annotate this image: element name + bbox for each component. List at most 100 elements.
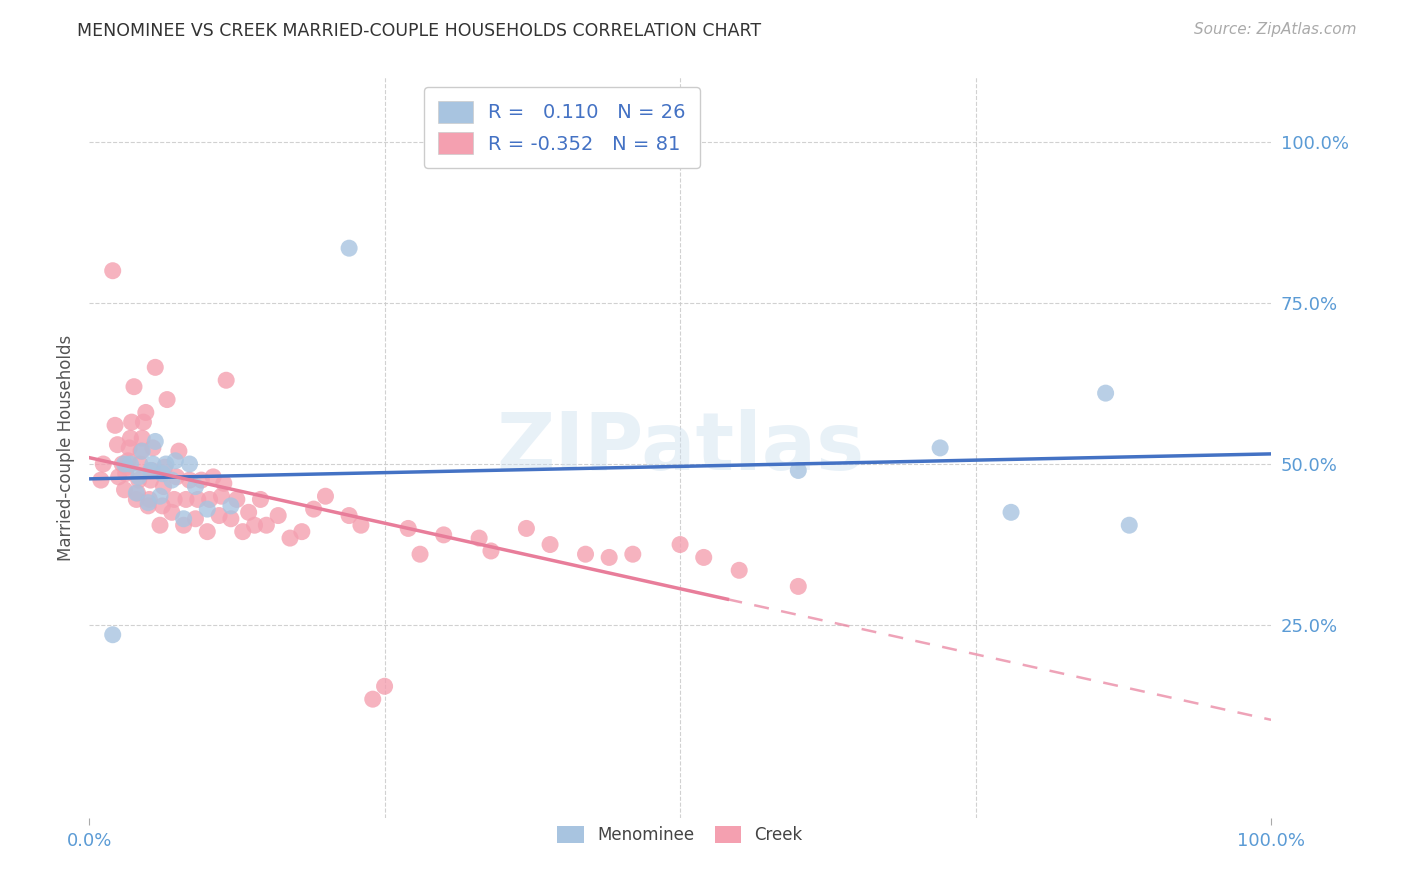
Point [160, 505, 183, 519]
Point [160, 473, 183, 487]
Point [267, 508, 290, 523]
Point [120, 431, 142, 445]
Point [149, 518, 172, 533]
Point [128, 470, 150, 484]
Point [167, 444, 190, 458]
Point [479, 544, 502, 558]
Point [127, 486, 149, 500]
Point [219, 499, 242, 513]
Point [208, 508, 231, 523]
Point [254, 518, 277, 533]
Point [225, 492, 247, 507]
Point [111, 457, 134, 471]
Point [90, 473, 112, 487]
Point [212, 476, 235, 491]
Point [139, 463, 162, 477]
Point [787, 463, 810, 477]
Point [121, 415, 143, 429]
Text: Source: ZipAtlas.com: Source: ZipAtlas.com [1194, 22, 1357, 37]
Point [107, 470, 129, 484]
Point [179, 457, 201, 471]
Point [141, 463, 163, 477]
Point [138, 492, 160, 507]
Point [728, 563, 751, 577]
Point [107, 438, 129, 452]
Point [374, 679, 396, 693]
Point [115, 460, 138, 475]
Point [396, 521, 419, 535]
Point [163, 492, 186, 507]
Point [361, 692, 384, 706]
Point [150, 467, 173, 481]
Point [621, 547, 644, 561]
Point [1094, 386, 1116, 401]
Point [1118, 518, 1140, 533]
Point [179, 473, 201, 487]
Point [117, 454, 139, 468]
Point [149, 489, 172, 503]
Point [166, 470, 188, 484]
Point [132, 415, 155, 429]
Point [101, 263, 124, 277]
Point [468, 531, 491, 545]
Point [278, 531, 301, 545]
Point [142, 457, 165, 471]
Point [131, 431, 153, 445]
Point [91, 457, 114, 471]
Point [143, 434, 166, 449]
Point [574, 547, 596, 561]
Point [211, 489, 233, 503]
Point [173, 512, 195, 526]
Point [129, 444, 152, 458]
Point [131, 444, 153, 458]
Point [165, 454, 187, 468]
Point [409, 547, 432, 561]
Text: MENOMINEE VS CREEK MARRIED-COUPLE HOUSEHOLDS CORRELATION CHART: MENOMINEE VS CREEK MARRIED-COUPLE HOUSEH… [77, 22, 762, 40]
Point [337, 508, 360, 523]
Point [195, 524, 218, 539]
Point [156, 392, 179, 407]
Point [125, 492, 148, 507]
Point [184, 479, 207, 493]
Point [101, 628, 124, 642]
Y-axis label: Married-couple Households: Married-couple Households [58, 334, 75, 561]
Point [693, 550, 716, 565]
Point [155, 457, 177, 471]
Point [184, 512, 207, 526]
Point [232, 524, 254, 539]
Point [120, 457, 142, 471]
Point [118, 441, 141, 455]
Point [350, 518, 373, 533]
Point [238, 505, 260, 519]
Point [174, 492, 197, 507]
Point [135, 405, 157, 419]
Point [314, 489, 336, 503]
Point [302, 502, 325, 516]
Point [598, 550, 620, 565]
Point [929, 441, 952, 455]
Point [125, 486, 148, 500]
Point [190, 473, 212, 487]
Point [139, 473, 162, 487]
Point [291, 524, 314, 539]
Point [150, 499, 173, 513]
Point [152, 479, 174, 493]
Point [153, 460, 176, 475]
Point [515, 521, 537, 535]
Point [243, 518, 266, 533]
Point [1000, 505, 1022, 519]
Point [136, 496, 159, 510]
Point [195, 502, 218, 516]
Point [198, 492, 221, 507]
Point [142, 441, 165, 455]
Point [215, 373, 238, 387]
Point [187, 492, 209, 507]
Point [538, 537, 561, 551]
Point [136, 499, 159, 513]
Point [128, 457, 150, 471]
Point [143, 360, 166, 375]
Point [114, 483, 136, 497]
Point [249, 492, 271, 507]
Point [202, 470, 225, 484]
Text: ZIPatlas: ZIPatlas [496, 409, 865, 487]
